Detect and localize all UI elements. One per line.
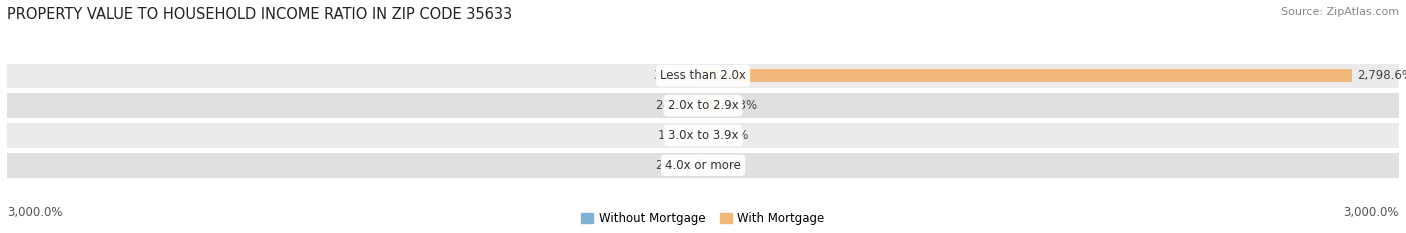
Text: 26.0%: 26.0%: [655, 159, 692, 172]
Bar: [7, 153, 1399, 178]
Bar: [7, 64, 1399, 88]
Text: PROPERTY VALUE TO HOUSEHOLD INCOME RATIO IN ZIP CODE 35633: PROPERTY VALUE TO HOUSEHOLD INCOME RATIO…: [7, 7, 512, 22]
Text: 3,000.0%: 3,000.0%: [7, 206, 62, 219]
Bar: [703, 69, 1353, 82]
Bar: [703, 129, 707, 142]
Text: 4.0x or more: 4.0x or more: [665, 159, 741, 172]
Text: 12.8%: 12.8%: [658, 129, 696, 142]
Bar: [703, 99, 716, 112]
Bar: [700, 129, 703, 142]
Text: 17.1%: 17.1%: [711, 129, 749, 142]
Text: 5.8%: 5.8%: [709, 159, 738, 172]
Bar: [7, 93, 1399, 118]
Bar: [7, 123, 1399, 148]
Text: Less than 2.0x: Less than 2.0x: [659, 69, 747, 82]
Text: 52.3%: 52.3%: [720, 99, 756, 112]
Text: 24.6%: 24.6%: [655, 99, 693, 112]
Text: 2.0x to 2.9x: 2.0x to 2.9x: [668, 99, 738, 112]
Text: 35.5%: 35.5%: [654, 69, 690, 82]
Text: 2,798.6%: 2,798.6%: [1357, 69, 1406, 82]
Text: 3.0x to 3.9x: 3.0x to 3.9x: [668, 129, 738, 142]
Legend: Without Mortgage, With Mortgage: Without Mortgage, With Mortgage: [581, 212, 825, 225]
Bar: [697, 99, 703, 112]
Text: Source: ZipAtlas.com: Source: ZipAtlas.com: [1281, 7, 1399, 17]
Text: 3,000.0%: 3,000.0%: [1344, 206, 1399, 219]
Bar: [695, 69, 703, 82]
Bar: [697, 159, 703, 171]
